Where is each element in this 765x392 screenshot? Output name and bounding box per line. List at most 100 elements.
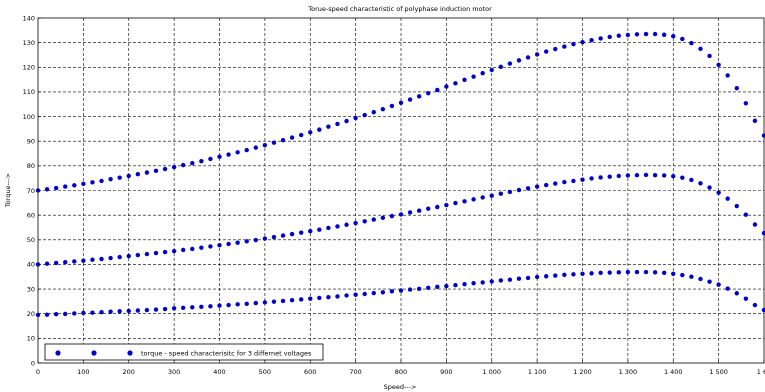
data-point <box>716 282 721 287</box>
data-point <box>99 256 104 262</box>
data-point <box>181 162 186 168</box>
data-point <box>725 73 730 78</box>
data-point <box>398 100 404 105</box>
data-point <box>362 291 367 297</box>
data-point <box>716 62 721 68</box>
data-point <box>335 224 340 229</box>
data-point <box>244 301 249 307</box>
data-point <box>643 172 649 178</box>
data-point <box>253 237 258 243</box>
data-point <box>571 178 576 184</box>
data-point <box>53 312 59 317</box>
data-point <box>435 87 440 93</box>
data-point <box>181 247 186 253</box>
data-point <box>598 36 603 41</box>
data-point <box>553 46 558 52</box>
data-point <box>53 260 59 266</box>
data-point <box>607 174 612 179</box>
data-point <box>35 312 41 318</box>
data-point <box>689 274 694 279</box>
data-point <box>90 257 95 262</box>
data-point <box>462 281 467 287</box>
data-point <box>580 177 585 182</box>
legend-marker <box>91 350 97 356</box>
data-point <box>289 231 295 237</box>
data-point <box>689 177 694 183</box>
data-point <box>407 287 413 292</box>
data-point <box>63 311 68 317</box>
data-point <box>271 140 277 145</box>
data-point <box>199 245 204 250</box>
data-point <box>398 212 404 217</box>
data-point <box>580 39 585 45</box>
x-tick-label: 1 100 <box>528 368 547 376</box>
data-point <box>498 64 504 69</box>
data-point <box>335 294 340 299</box>
data-point <box>725 196 730 201</box>
data-point <box>752 118 758 123</box>
y-tick-label: 30 <box>27 285 35 293</box>
data-point <box>253 300 258 306</box>
data-point <box>416 208 422 213</box>
data-point <box>380 106 386 112</box>
data-point <box>44 312 50 317</box>
data-point <box>371 217 376 222</box>
data-point <box>598 270 603 276</box>
data-point <box>317 295 322 301</box>
data-point <box>689 40 694 46</box>
data-point <box>35 262 41 267</box>
data-point <box>72 311 77 316</box>
data-point <box>63 260 68 265</box>
data-point <box>217 303 222 308</box>
data-point <box>661 270 667 276</box>
data-point <box>462 199 467 204</box>
data-point <box>326 225 331 231</box>
data-point <box>208 244 213 249</box>
data-point <box>81 181 86 187</box>
data-point <box>752 222 758 227</box>
data-point <box>162 166 168 172</box>
data-point <box>680 272 685 278</box>
data-point <box>743 296 749 301</box>
data-point <box>734 291 739 296</box>
x-tick-label: 800 <box>395 368 407 376</box>
data-point <box>280 298 286 304</box>
data-point <box>108 309 113 314</box>
data-point <box>362 219 367 224</box>
x-tick-label: 400 <box>213 368 225 376</box>
data-point <box>734 86 739 91</box>
data-point <box>652 31 658 37</box>
data-point <box>226 302 231 308</box>
data-point <box>489 193 494 198</box>
data-point <box>416 94 422 99</box>
data-point <box>671 174 676 179</box>
data-point <box>353 220 358 226</box>
data-point <box>280 138 286 143</box>
data-point <box>81 258 86 263</box>
data-point <box>326 295 331 300</box>
data-point <box>698 181 703 186</box>
data-point <box>371 290 376 296</box>
data-point <box>235 240 240 245</box>
data-point <box>471 197 476 202</box>
data-point <box>289 297 295 303</box>
data-point <box>308 296 313 301</box>
data-point <box>335 121 340 127</box>
data-point <box>453 200 458 206</box>
data-point <box>190 246 195 252</box>
data-point <box>144 251 150 257</box>
y-tick-label: 0 <box>31 359 35 367</box>
data-point <box>135 172 141 177</box>
data-point <box>544 49 549 54</box>
data-point <box>289 135 295 140</box>
data-point <box>326 124 331 129</box>
data-point <box>525 186 531 191</box>
data-point <box>498 191 504 196</box>
data-points <box>35 31 765 318</box>
y-tick-label: 110 <box>23 88 35 96</box>
y-tick-label: 10 <box>27 335 35 343</box>
data-point <box>117 254 122 260</box>
data-point <box>625 173 631 178</box>
data-point <box>680 175 685 180</box>
